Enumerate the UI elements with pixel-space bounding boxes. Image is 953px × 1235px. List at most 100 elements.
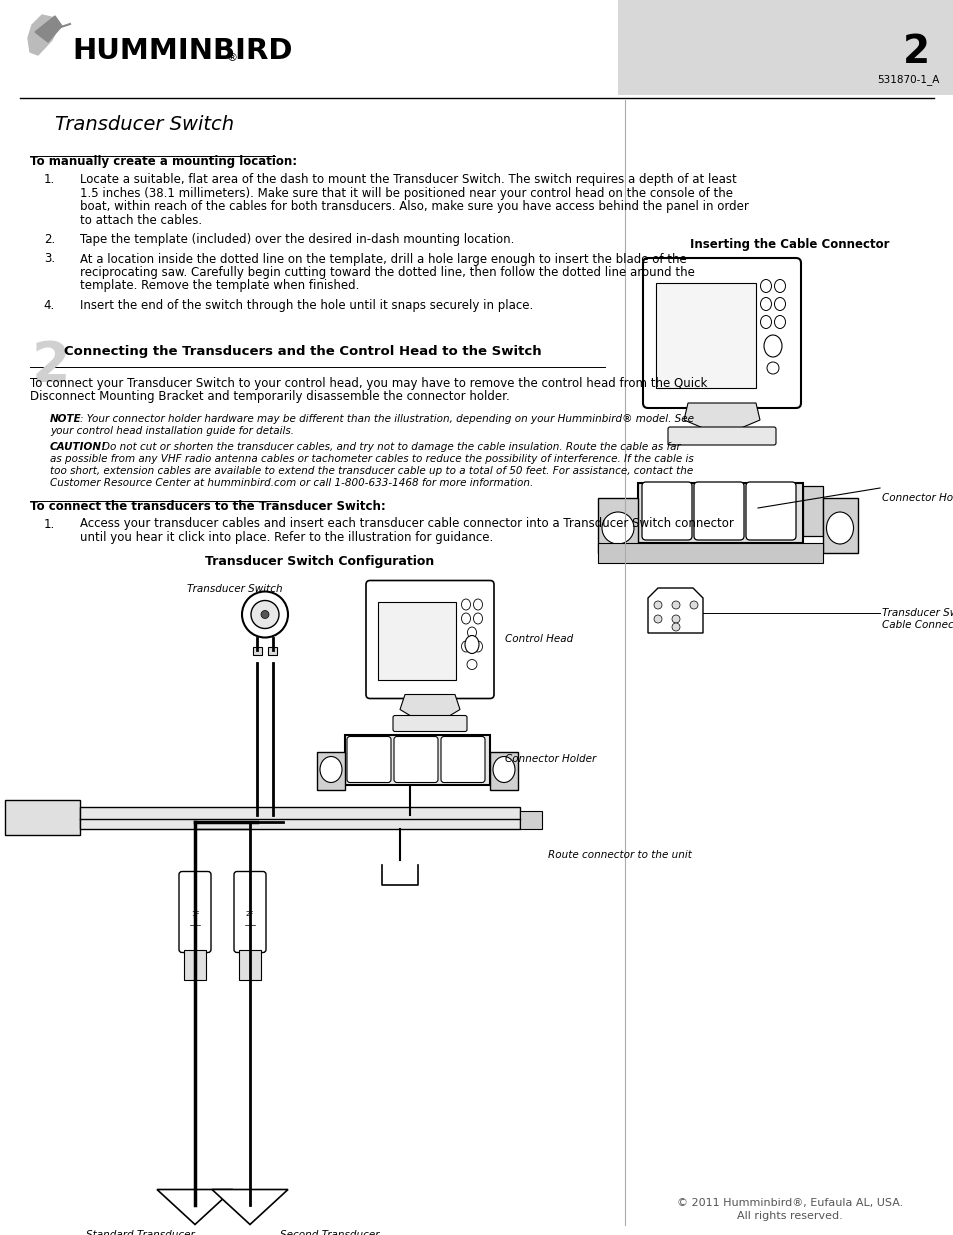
Text: 2: 2 <box>32 338 71 393</box>
Text: 1.: 1. <box>44 517 55 531</box>
Circle shape <box>689 601 698 609</box>
FancyBboxPatch shape <box>184 950 206 979</box>
FancyBboxPatch shape <box>80 806 519 829</box>
Polygon shape <box>399 694 459 725</box>
Ellipse shape <box>774 298 784 310</box>
FancyBboxPatch shape <box>598 543 822 563</box>
Text: Disconnect Mounting Bracket and temporarily disassemble the connector holder.: Disconnect Mounting Bracket and temporar… <box>30 390 509 403</box>
Text: Inserting the Cable Connector: Inserting the Cable Connector <box>690 238 889 251</box>
Ellipse shape <box>825 513 853 543</box>
FancyBboxPatch shape <box>239 950 261 979</box>
FancyBboxPatch shape <box>745 482 795 540</box>
FancyBboxPatch shape <box>345 735 490 784</box>
Text: 1F: 1F <box>191 911 199 918</box>
FancyBboxPatch shape <box>394 736 437 783</box>
Ellipse shape <box>473 641 482 652</box>
Circle shape <box>467 659 476 669</box>
Text: Customer Resource Center at humminbird.com or call 1-800-633-1468 for more infor: Customer Resource Center at humminbird.c… <box>50 478 533 488</box>
FancyBboxPatch shape <box>377 601 456 679</box>
Ellipse shape <box>467 627 476 638</box>
Text: 1.5 inches (38.1 millimeters). Make sure that it will be positioned near your co: 1.5 inches (38.1 millimeters). Make sure… <box>80 186 732 200</box>
Text: Connector Holder: Connector Holder <box>882 493 953 503</box>
FancyBboxPatch shape <box>5 799 80 835</box>
FancyBboxPatch shape <box>822 498 857 553</box>
FancyBboxPatch shape <box>519 810 541 829</box>
Text: Control Head: Control Head <box>504 635 573 645</box>
Ellipse shape <box>760 298 771 310</box>
FancyBboxPatch shape <box>641 482 691 540</box>
Polygon shape <box>35 16 62 42</box>
Polygon shape <box>683 403 760 436</box>
FancyBboxPatch shape <box>598 498 638 553</box>
Ellipse shape <box>464 636 478 653</box>
Text: Transducer Switch Configuration: Transducer Switch Configuration <box>205 555 435 568</box>
FancyBboxPatch shape <box>802 487 822 536</box>
Ellipse shape <box>461 613 470 624</box>
Text: 2.: 2. <box>44 233 55 246</box>
Text: CAUTION!: CAUTION! <box>50 441 107 452</box>
Text: Transducer Switch
Cable Connector: Transducer Switch Cable Connector <box>882 608 953 630</box>
Ellipse shape <box>473 613 482 624</box>
Text: At a location inside the dotted line on the template, drill a hole large enough : At a location inside the dotted line on … <box>80 252 686 266</box>
FancyBboxPatch shape <box>656 283 755 388</box>
Circle shape <box>671 615 679 622</box>
FancyBboxPatch shape <box>179 872 211 952</box>
Circle shape <box>671 622 679 631</box>
FancyBboxPatch shape <box>638 483 802 543</box>
Text: template. Remove the template when finished.: template. Remove the template when finis… <box>80 279 359 293</box>
Text: ®: ® <box>227 53 237 63</box>
FancyBboxPatch shape <box>440 736 484 783</box>
Circle shape <box>654 615 661 622</box>
FancyBboxPatch shape <box>642 258 801 408</box>
FancyBboxPatch shape <box>233 872 266 952</box>
Text: To connect your Transducer Switch to your control head, you may have to remove t: To connect your Transducer Switch to you… <box>30 377 706 389</box>
Text: as possible from any VHF radio antenna cables or tachometer cables to reduce the: as possible from any VHF radio antenna c… <box>50 453 693 463</box>
Text: To manually create a mounting location:: To manually create a mounting location: <box>30 156 296 168</box>
Text: Tape the template (included) over the desired in-dash mounting location.: Tape the template (included) over the de… <box>80 233 514 246</box>
Polygon shape <box>157 1189 233 1224</box>
Text: All rights reserved.: All rights reserved. <box>737 1212 842 1221</box>
FancyBboxPatch shape <box>366 580 494 699</box>
Text: To connect the transducers to the Transducer Switch:: To connect the transducers to the Transd… <box>30 499 385 513</box>
Ellipse shape <box>760 315 771 329</box>
Text: until you hear it click into place. Refer to the illustration for guidance.: until you hear it click into place. Refe… <box>80 531 493 543</box>
Text: 1.: 1. <box>44 173 55 186</box>
Text: Transducer Switch: Transducer Switch <box>187 584 282 594</box>
Text: Route connector to the unit: Route connector to the unit <box>547 850 691 860</box>
Ellipse shape <box>774 279 784 293</box>
FancyBboxPatch shape <box>490 752 517 789</box>
Text: too short, extension cables are available to extend the transducer cable up to a: too short, extension cables are availabl… <box>50 466 693 475</box>
FancyBboxPatch shape <box>667 427 775 445</box>
FancyBboxPatch shape <box>268 646 276 655</box>
Ellipse shape <box>774 315 784 329</box>
Text: to attach the cables.: to attach the cables. <box>80 214 202 226</box>
Text: Do not cut or shorten the transducer cables, and try not to damage the cable ins: Do not cut or shorten the transducer cab… <box>102 441 680 452</box>
Ellipse shape <box>493 757 515 783</box>
Ellipse shape <box>461 599 470 610</box>
Circle shape <box>261 610 269 619</box>
FancyBboxPatch shape <box>347 736 391 783</box>
Ellipse shape <box>760 279 771 293</box>
Ellipse shape <box>473 599 482 610</box>
Ellipse shape <box>319 757 341 783</box>
Text: Insert the end of the switch through the hole until it snaps securely in place.: Insert the end of the switch through the… <box>80 299 533 312</box>
Ellipse shape <box>601 513 634 543</box>
Circle shape <box>766 362 779 374</box>
Circle shape <box>251 600 278 629</box>
Circle shape <box>671 601 679 609</box>
Text: your control head installation guide for details.: your control head installation guide for… <box>50 426 294 436</box>
Circle shape <box>242 592 288 637</box>
Text: 531870-1_A: 531870-1_A <box>877 74 939 85</box>
Text: reciprocating saw. Carefully begin cutting toward the dotted line, then follow t: reciprocating saw. Carefully begin cutti… <box>80 266 694 279</box>
Text: Second Transducer: Second Transducer <box>280 1230 379 1235</box>
Text: boat, within reach of the cables for both transducers. Also, make sure you have : boat, within reach of the cables for bot… <box>80 200 748 212</box>
Text: 4.: 4. <box>44 299 55 312</box>
FancyBboxPatch shape <box>393 715 467 731</box>
Ellipse shape <box>763 335 781 357</box>
Text: Standard Transducer: Standard Transducer <box>86 1230 194 1235</box>
Circle shape <box>654 601 661 609</box>
FancyBboxPatch shape <box>618 0 953 95</box>
Text: Connecting the Transducers and the Control Head to the Switch: Connecting the Transducers and the Contr… <box>64 345 541 357</box>
Text: Connector Holder: Connector Holder <box>504 755 596 764</box>
FancyBboxPatch shape <box>253 646 262 655</box>
